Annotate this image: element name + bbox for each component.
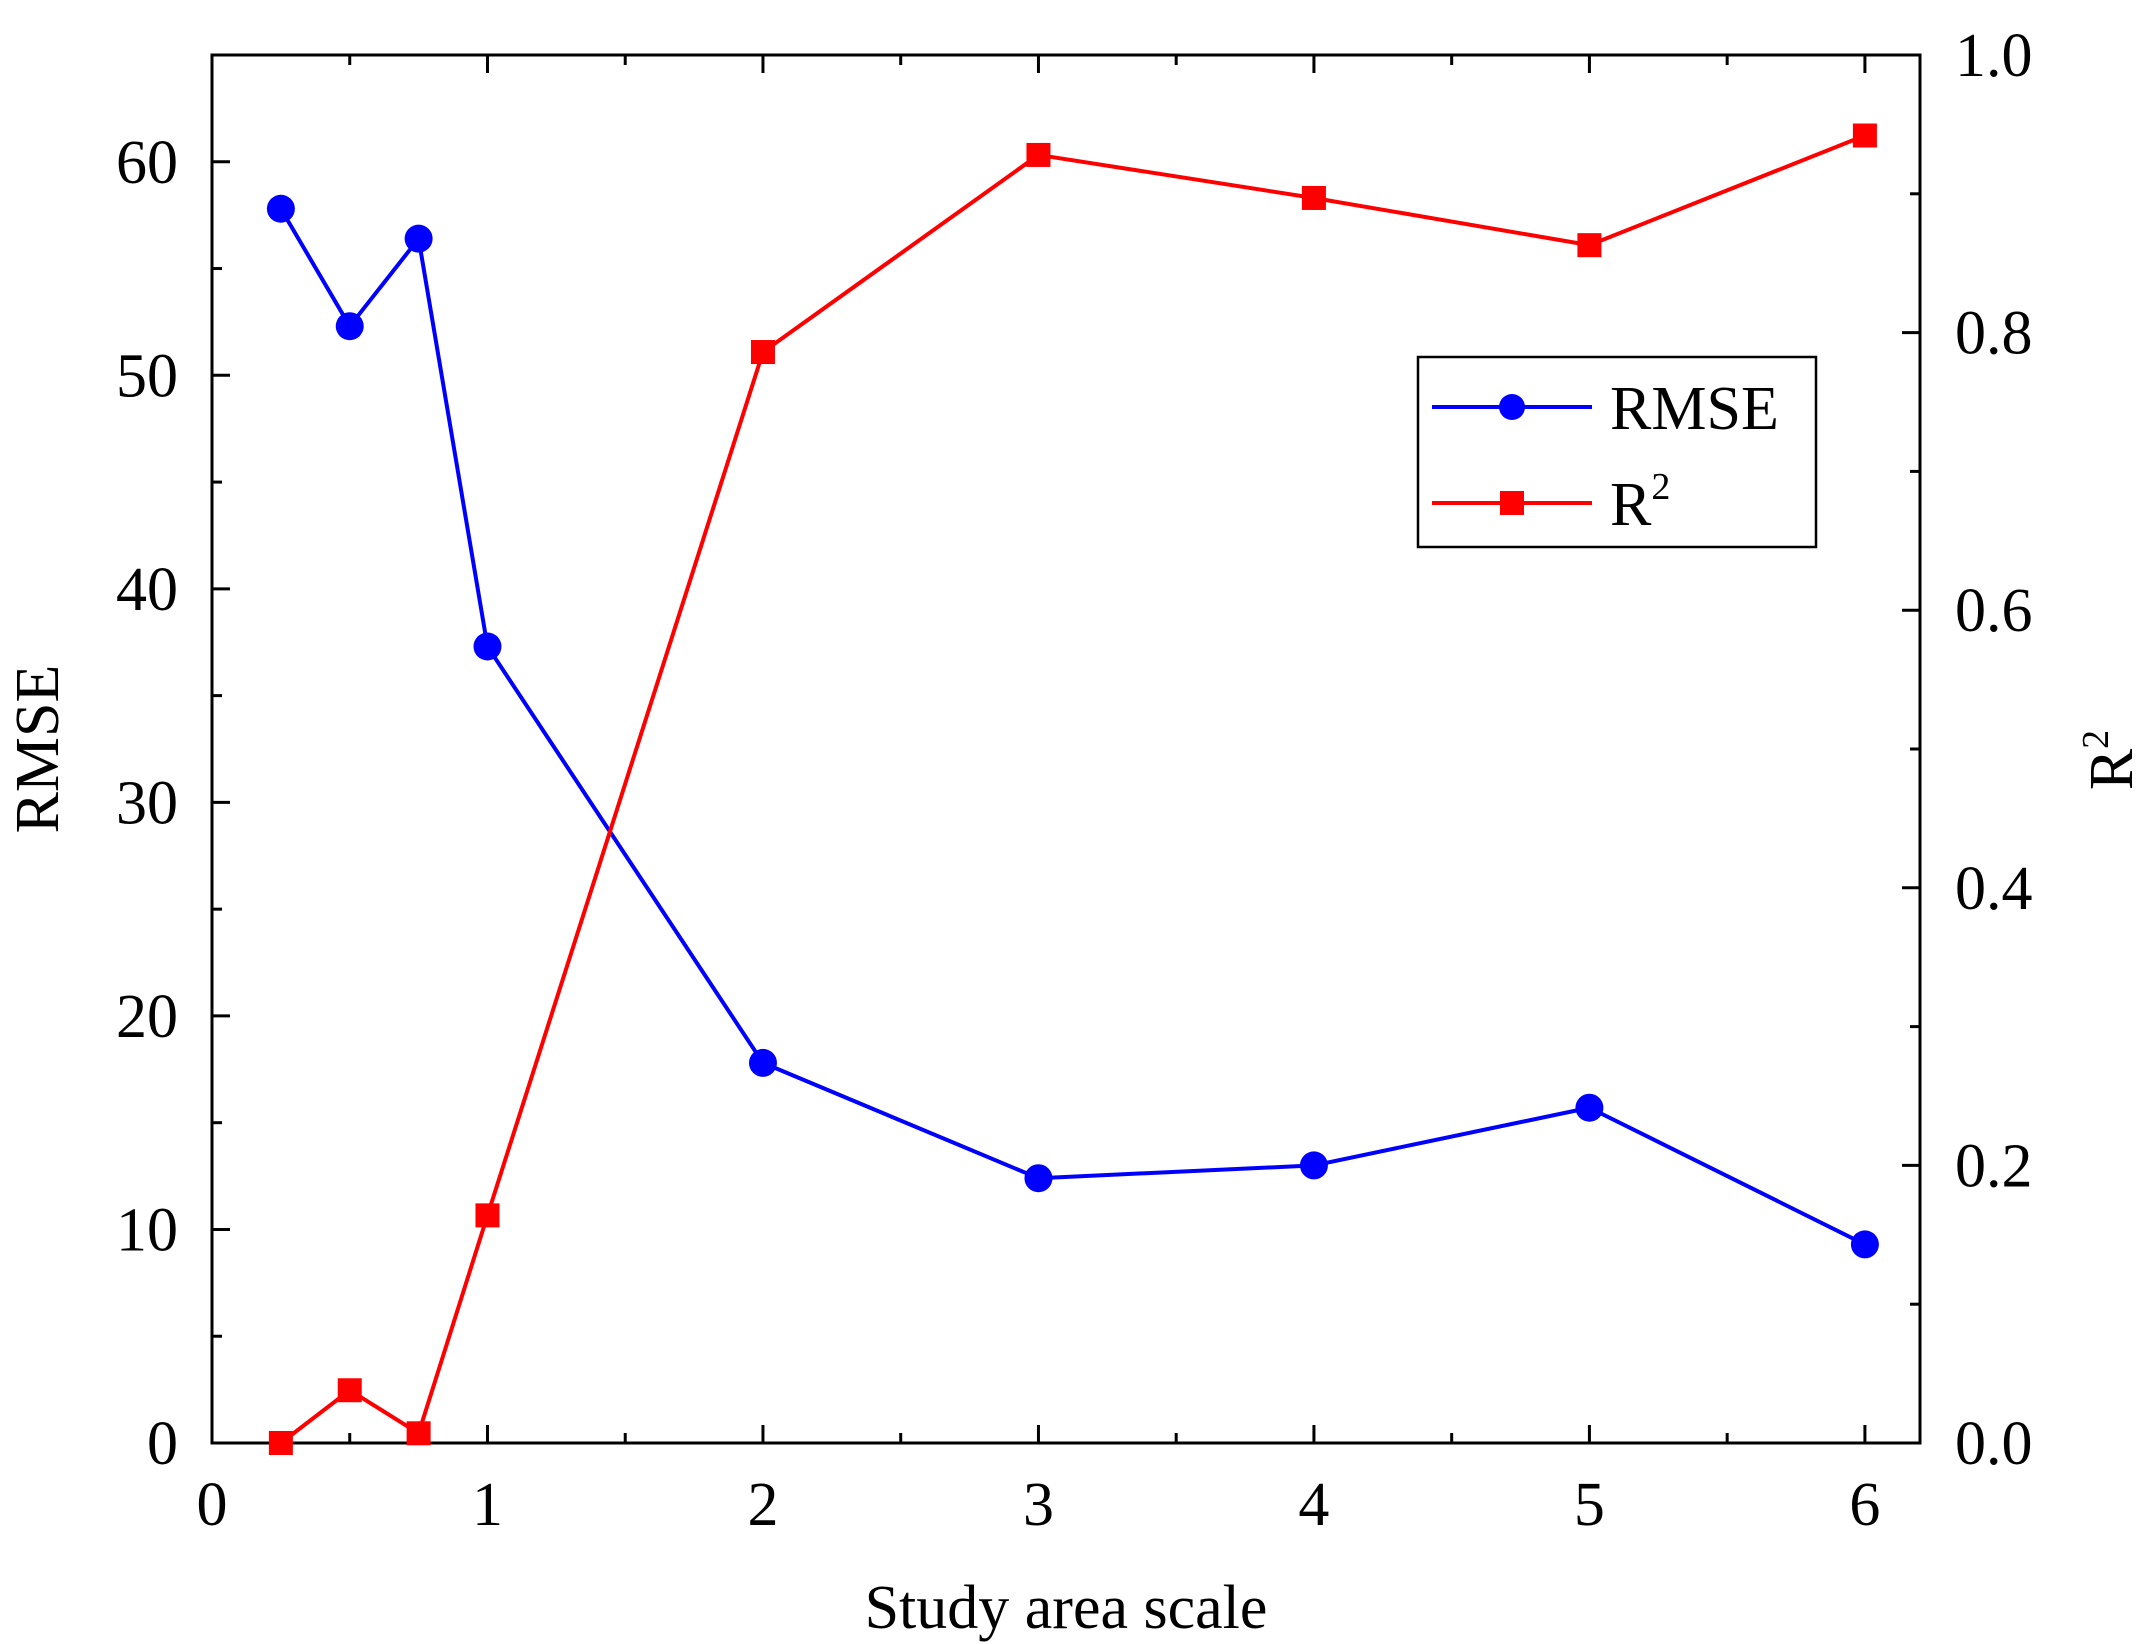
x-axis-title: Study area scale	[865, 1574, 1268, 1642]
x-tick-label: 0	[197, 1471, 228, 1539]
x-tick-label: 5	[1574, 1471, 1605, 1539]
x-tick-label: 1	[472, 1471, 503, 1539]
point-rmse	[335, 312, 364, 341]
x-tick-label: 3	[1023, 1471, 1054, 1539]
y-left-tick-label: 20	[116, 983, 178, 1051]
plot-frame	[210, 53, 1922, 1445]
legend-r2-marker	[1500, 491, 1524, 515]
point-rmse	[404, 224, 433, 253]
y-left-tick-label: 30	[116, 769, 178, 837]
y-right-axis-title-sup: 2	[2075, 730, 2117, 749]
y-right-axis-title: R2	[2075, 730, 2146, 790]
y-right-tick-label: 1.0	[1955, 22, 2033, 90]
y-right-tick-label: 0.0	[1955, 1410, 2033, 1478]
y-left-tick-label: 60	[116, 129, 178, 197]
y-left-tick-label: 0	[147, 1410, 178, 1478]
series-layer	[266, 123, 1879, 1455]
series-line-r2	[279, 133, 1866, 1445]
point-r2	[1026, 142, 1051, 167]
legend-box	[1416, 355, 1818, 549]
y-right-tick-label: 0.6	[1955, 577, 2033, 645]
legend: RMSE R2	[1416, 355, 1818, 549]
y-right-tick-label: 0.4	[1955, 855, 2033, 923]
x-tick-label: 2	[747, 1471, 778, 1539]
y-right-tick-label: 0.8	[1955, 300, 2033, 368]
y-left-tick-label: 50	[116, 342, 178, 410]
legend-r2-label-sup: 2	[1651, 466, 1670, 508]
point-r2	[406, 1421, 431, 1446]
point-r2	[1852, 123, 1877, 148]
legend-rmse-label: RMSE	[1610, 375, 1779, 443]
point-rmse	[748, 1048, 777, 1077]
point-r2	[337, 1378, 362, 1403]
point-rmse	[1850, 1230, 1879, 1259]
x-tick-label: 6	[1849, 1471, 1880, 1539]
point-r2	[750, 340, 775, 365]
legend-rmse-marker	[1499, 394, 1525, 420]
y-left-tick-label: 10	[116, 1196, 178, 1264]
point-r2	[268, 1431, 293, 1455]
point-rmse	[473, 632, 502, 661]
legend-r2-label: R2	[1610, 466, 1670, 539]
point-rmse	[1024, 1164, 1053, 1193]
point-r2	[1577, 233, 1602, 258]
x-tick-label: 4	[1298, 1471, 1329, 1539]
point-r2	[1301, 185, 1326, 210]
y-left-axis-title: RMSE	[4, 665, 72, 834]
y-left-tick-label: 40	[116, 556, 178, 624]
ticks	[210, 53, 1920, 1445]
point-rmse	[266, 194, 295, 223]
y-right-tick-label: 0.2	[1955, 1132, 2033, 1200]
point-rmse	[1299, 1151, 1328, 1180]
point-r2	[475, 1203, 500, 1228]
y-right-axis-title-base: R	[2078, 748, 2146, 790]
point-rmse	[1575, 1093, 1604, 1122]
legend-r2-label-base: R	[1610, 471, 1652, 539]
